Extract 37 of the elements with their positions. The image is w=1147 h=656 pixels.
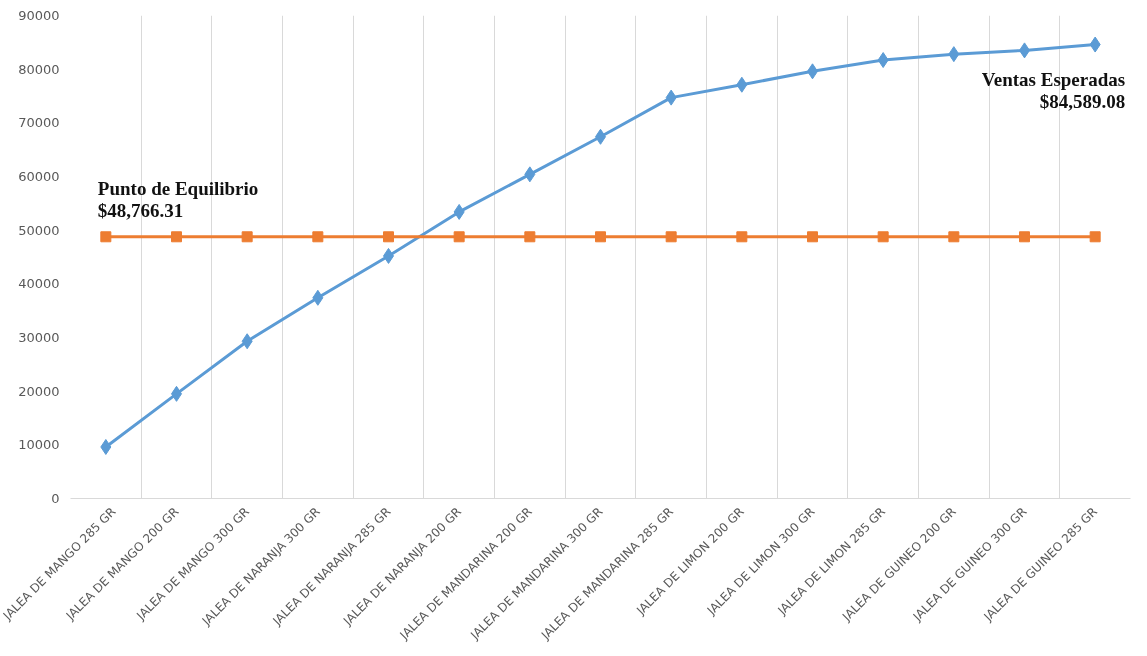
point [171,231,182,243]
y-tick-label: 20000 [18,383,60,399]
y-tick-label: 70000 [18,115,60,131]
point [453,231,465,243]
point [1019,231,1030,243]
point [100,438,112,455]
point [1089,36,1101,53]
point [948,46,960,63]
point [1089,231,1101,243]
annotation: Punto de Equilibrio $48,766.31 [97,177,259,221]
y-tick-label: 80000 [18,61,60,77]
point [241,333,253,350]
point [807,231,818,243]
y-tick-label: 40000 [18,276,60,292]
y-tick-label: 60000 [18,169,60,184]
y-tick-label: 50000 [18,222,60,238]
y-tick-label: 10000 [18,437,60,453]
point [948,231,960,243]
y-tick-label: 30000 [18,330,60,345]
point [524,231,536,243]
y-tick-label: 90000 [18,8,60,23]
y-tick-label: 0 [51,491,60,506]
point [383,231,394,243]
point [595,231,606,243]
point [665,231,677,243]
point [100,231,112,243]
point [877,52,889,69]
annotation: Ventas Esperadas $84,589.08 [981,68,1126,112]
point [877,231,889,243]
point [736,76,748,93]
point [665,89,677,106]
point [453,203,465,220]
point [736,231,748,243]
point [241,231,253,243]
point [524,166,536,183]
point [312,289,324,306]
point [312,231,324,243]
